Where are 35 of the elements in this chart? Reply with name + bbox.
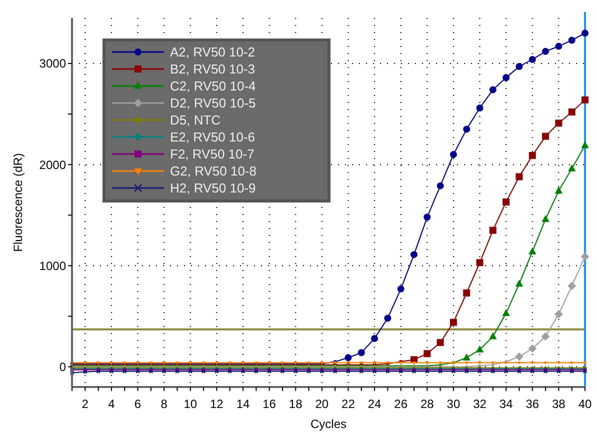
legend-label: C2, RV50 10-4: [170, 78, 256, 94]
x-tick-label: 30: [446, 397, 460, 411]
legend-label: D2, RV50 10-5: [170, 96, 256, 111]
x-tick-label: 16: [262, 397, 276, 411]
x-tick-label: 18: [288, 397, 303, 411]
x-tick-label: 6: [134, 397, 142, 411]
x-tick-label: 36: [526, 397, 540, 411]
legend-label: D5, NTC: [170, 112, 221, 128]
legend-label: B2, RV50 10-3: [170, 62, 256, 77]
x-tick-label: 28: [420, 397, 434, 411]
y-tick-label: 1000: [39, 258, 66, 273]
legend-label: F2, RV50 10-7: [170, 146, 254, 162]
x-tick-label: 20: [315, 397, 329, 411]
x-axis-title: Cycles: [310, 417, 347, 431]
x-tick-label: 22: [342, 397, 356, 411]
y-tick-label: 2000: [39, 158, 66, 172]
x-tick-label: 40: [578, 397, 592, 411]
x-tick-label: 32: [473, 397, 487, 411]
y-tick-label: 0: [59, 360, 66, 374]
y-tick-label: 3000: [39, 56, 66, 71]
x-tick-label: 2: [82, 397, 89, 411]
legend-label: H2, RV50 10-9: [170, 180, 256, 196]
legend-label: G2, RV50 10-8: [170, 164, 256, 179]
legend-label: A2, RV50 10-2: [170, 44, 256, 60]
x-tick-label: 12: [210, 397, 224, 411]
x-tick-label: 10: [184, 397, 198, 411]
x-tick-label: 14: [236, 397, 250, 411]
x-tick-label: 26: [394, 397, 408, 411]
x-tick-label: 34: [499, 397, 514, 411]
x-tick-label: 4: [108, 397, 116, 411]
y-axis-title: Fluorescence (dR): [11, 153, 25, 252]
x-tick-label: 24: [368, 397, 382, 411]
x-tick-label: 38: [552, 397, 566, 411]
x-tick-label: 8: [160, 397, 168, 411]
legend-label: E2, RV50 10-6: [170, 130, 256, 145]
